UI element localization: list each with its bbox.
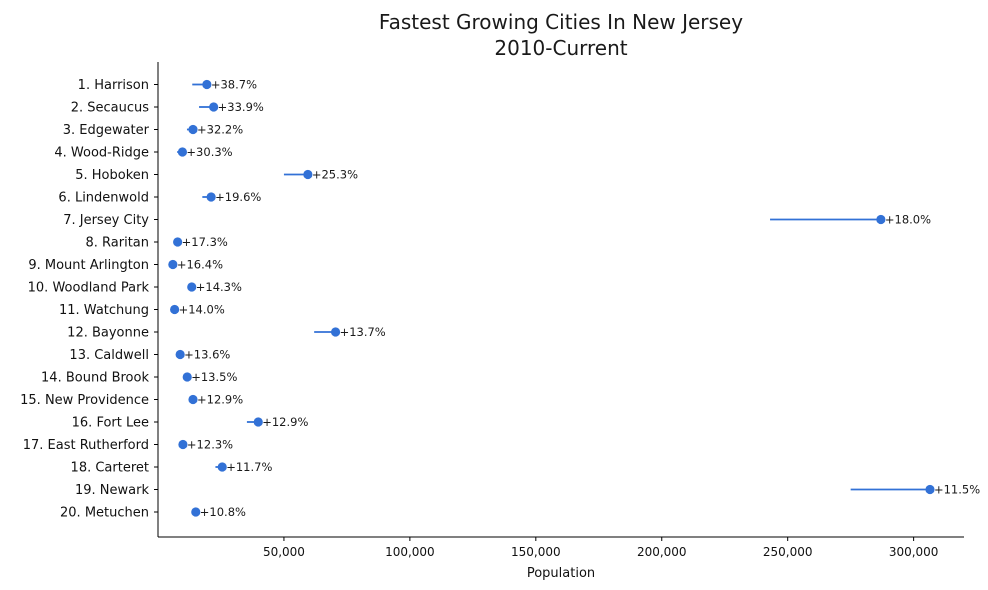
category-label: 4. Wood-Ridge — [54, 146, 149, 161]
current-population-point — [330, 327, 341, 337]
current-population-point — [168, 259, 178, 270]
x-axis-label: Population — [527, 566, 595, 581]
category-label: 5. Hoboken — [75, 168, 149, 183]
growth-label: +25.3% — [312, 168, 358, 182]
growth-label: +30.3% — [186, 145, 232, 159]
x-tick-label: 150,000 — [511, 545, 561, 559]
current-population-point — [253, 417, 263, 427]
category-label: 19. Newark — [75, 483, 149, 498]
growth-label: +33.9% — [218, 100, 264, 114]
category-label: 11. Watchung — [59, 303, 149, 318]
category-label: 6. Lindenwold — [58, 191, 149, 206]
chart-subtitle: 2010-Current — [494, 36, 627, 60]
category-label: 2. Secaucus — [71, 101, 150, 116]
x-tick-label: 100,000 — [385, 545, 435, 559]
category-label: 8. Raritan — [85, 236, 149, 251]
category-label: 7. Jersey City — [63, 213, 149, 228]
category-label: 18. Carteret — [71, 461, 149, 476]
current-population-point — [202, 79, 212, 90]
category-label: 10. Woodland Park — [28, 281, 150, 296]
category-label: 3. Edgewater — [63, 123, 150, 138]
growth-label: +11.5% — [934, 483, 980, 497]
current-population-point — [173, 237, 183, 247]
current-population-point — [170, 304, 180, 315]
current-population-point — [187, 282, 197, 292]
category-label: 1. Harrison — [78, 78, 149, 93]
growth-label: +12.3% — [187, 438, 233, 452]
growth-label: +12.9% — [197, 393, 243, 407]
plot-area: 1. Harrison +38.7% 2. Secaucus +33.9% 3. Edg… — [20, 62, 980, 559]
growth-label: +19.6% — [215, 190, 261, 204]
x-tick-label: 250,000 — [763, 545, 813, 559]
category-label: 13. Caldwell — [69, 348, 149, 363]
current-population-point — [209, 102, 219, 112]
current-population-point — [188, 124, 198, 135]
category-label: 9. Mount Arlington — [28, 258, 149, 273]
category-label: 20. Metuchen — [60, 506, 149, 521]
current-population-point — [925, 484, 935, 495]
current-population-point — [191, 507, 201, 517]
category-label: 16. Fort Lee — [72, 416, 149, 431]
category-label: 17. East Rutherford — [23, 438, 149, 453]
growth-label: +11.7% — [226, 460, 272, 474]
growth-label: +13.5% — [191, 370, 237, 384]
current-population-point — [188, 394, 198, 405]
current-population-point — [217, 462, 227, 472]
current-population-point — [303, 169, 313, 180]
growth-label: +13.6% — [184, 348, 230, 362]
category-label: 15. New Providence — [20, 393, 149, 408]
growth-label: +14.0% — [179, 303, 225, 317]
current-population-point — [178, 439, 188, 450]
category-label: 14. Bound Brook — [41, 371, 149, 386]
x-tick-label: 50,000 — [263, 545, 305, 559]
growth-label: +17.3% — [182, 235, 228, 249]
growth-label: +18.0% — [885, 213, 931, 227]
growth-label: +14.3% — [196, 280, 242, 294]
growth-label: +32.2% — [197, 123, 243, 137]
growth-label: +10.8% — [200, 505, 246, 519]
current-population-point — [876, 214, 886, 225]
current-population-point — [177, 147, 188, 157]
growth-label: +12.9% — [262, 415, 308, 429]
category-label: 12. Bayonne — [67, 326, 149, 341]
current-population-point — [175, 349, 185, 360]
chart-title: Fastest Growing Cities In New Jersey — [379, 10, 743, 34]
x-tick-label: 300,000 — [889, 545, 939, 559]
growth-label: +13.7% — [340, 325, 386, 339]
current-population-point — [182, 372, 192, 382]
growth-label: +38.7% — [211, 78, 257, 92]
current-population-point — [206, 192, 216, 202]
x-tick-label: 200,000 — [637, 545, 687, 559]
growth-label: +16.4% — [177, 258, 223, 272]
